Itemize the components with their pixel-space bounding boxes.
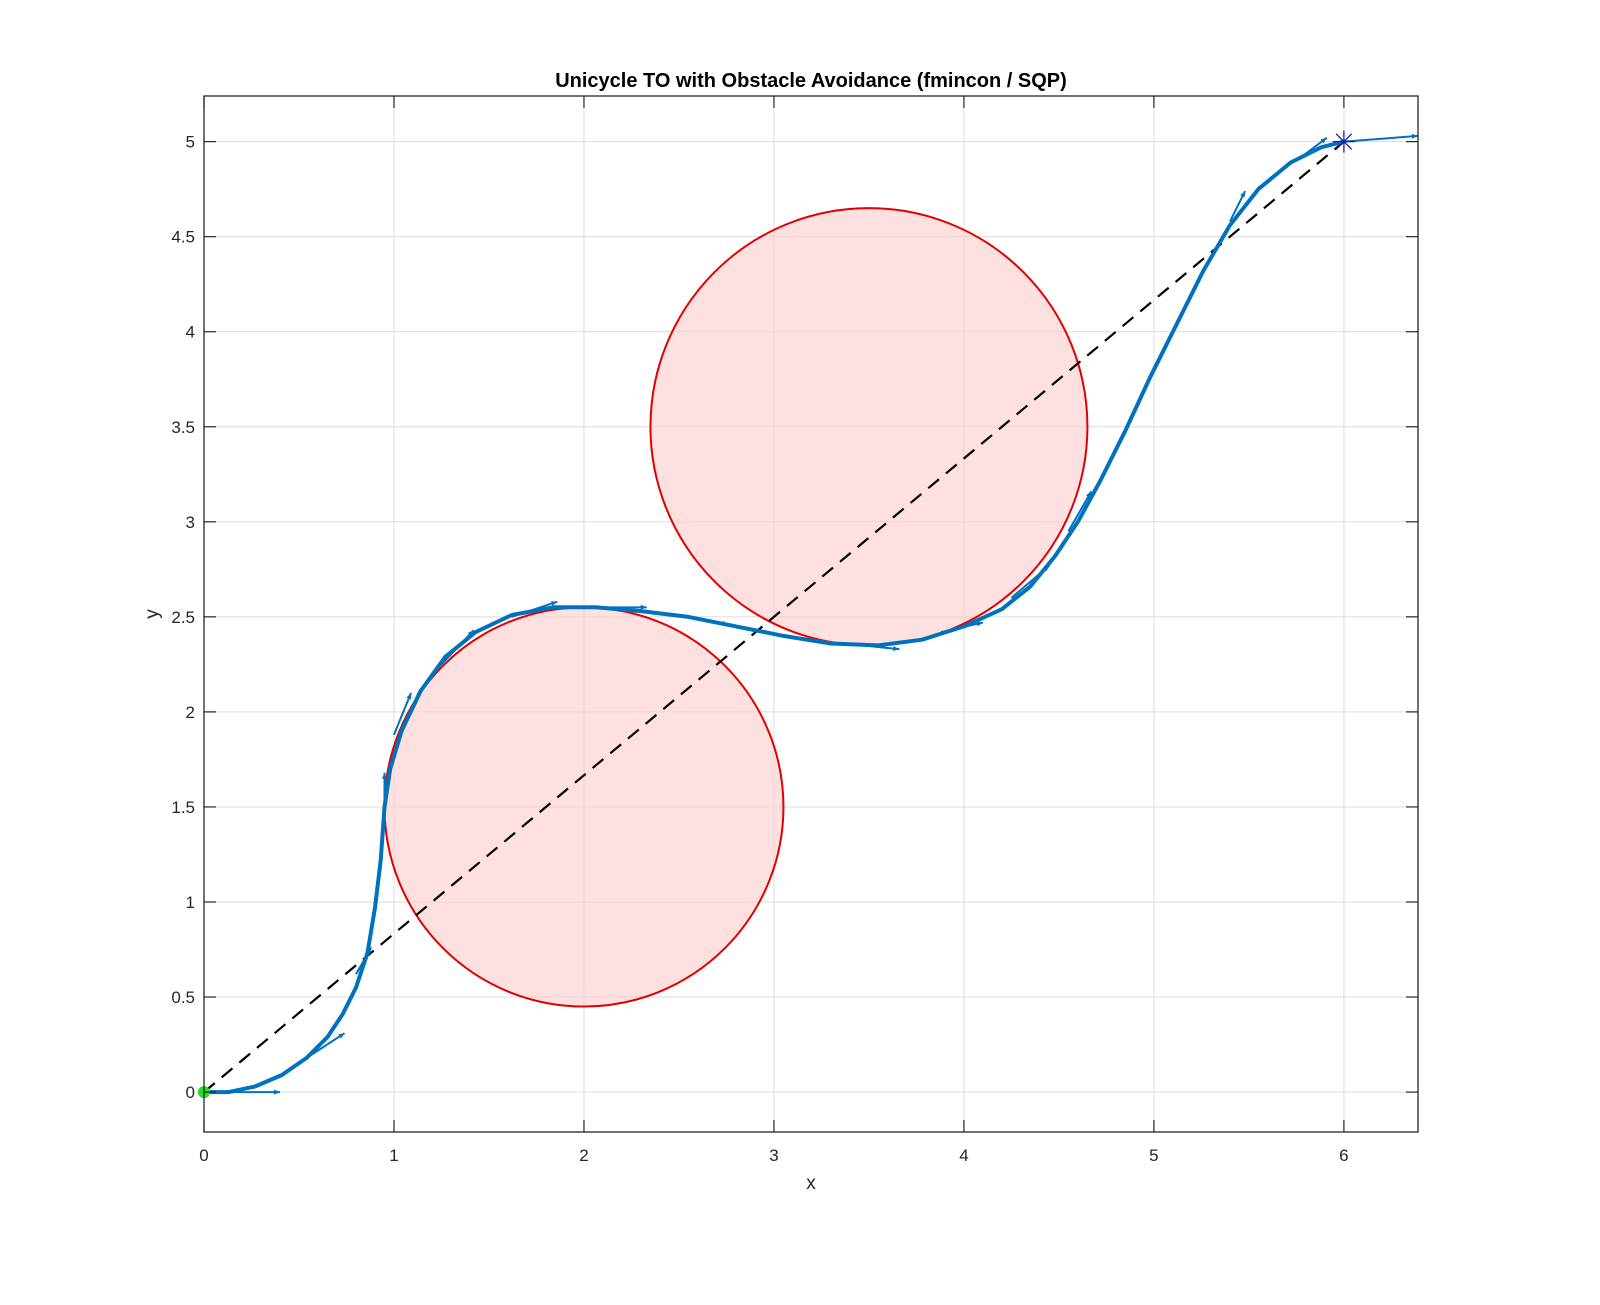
y-tick-label: 0 — [186, 1083, 195, 1102]
arrowhead-icon — [338, 1033, 345, 1039]
heading-arrow — [940, 621, 984, 634]
y-axis-label: y — [142, 609, 163, 619]
arrowhead-icon — [722, 620, 729, 626]
heading-arrow — [440, 629, 475, 666]
arrowhead-icon — [976, 621, 983, 627]
heading-arrow — [511, 600, 558, 618]
y-axis-ticks: 0 0.5 1 1.5 2 2.5 3 3.5 4 4.5 5 — [171, 133, 1418, 1102]
arrowhead-icon — [382, 772, 387, 779]
trajectory-path — [202, 139, 1346, 1095]
trajectory — [202, 139, 1346, 1095]
chart-title: Unicycle TO with Obstacle Avoidance (fmi… — [555, 70, 1067, 92]
heading-arrow — [1010, 564, 1051, 599]
y-tick-label: 3.5 — [171, 418, 195, 437]
heading-arrows — [204, 133, 1419, 1095]
heading-arrow — [1343, 134, 1419, 143]
arrowhead-icon — [893, 646, 900, 651]
arrowhead-icon — [1086, 491, 1092, 498]
y-tick-label: 2 — [186, 703, 195, 722]
arrowhead-icon — [274, 1089, 280, 1095]
x-tick-label: 2 — [579, 1146, 588, 1165]
arrowhead-icon — [1240, 191, 1246, 198]
heading-arrow — [844, 642, 900, 651]
y-tick-label: 0.5 — [171, 988, 195, 1007]
arrowhead-icon — [1411, 133, 1418, 139]
obstacle-1 — [383, 606, 785, 1008]
x-tick-label: 5 — [1149, 1146, 1158, 1165]
arrowhead-icon — [1320, 137, 1327, 144]
heading-arrow — [306, 1032, 346, 1059]
y-tick-label: 1 — [186, 893, 195, 912]
x-axis-label: x — [806, 1173, 816, 1194]
y-tick-label: 2.5 — [171, 608, 195, 627]
reference-line — [203, 140, 1345, 1093]
y-tick-label: 5 — [186, 133, 195, 152]
arrowhead-icon — [406, 692, 412, 700]
y-tick-label: 3 — [186, 513, 195, 532]
arrowhead-icon — [640, 604, 647, 610]
y-tick-label: 4.5 — [171, 228, 195, 247]
heading-arrow — [1067, 490, 1093, 532]
arrowhead-icon — [1043, 565, 1050, 572]
x-tick-label: 0 — [199, 1146, 208, 1165]
y-tick-label: 4 — [186, 323, 195, 342]
x-axis-ticks: 0 1 2 3 4 5 6 — [199, 96, 1349, 1165]
x-tick-label: 3 — [769, 1146, 778, 1165]
axes-box — [203, 95, 1419, 1133]
heading-arrow — [1295, 137, 1328, 162]
arrowhead-icon — [550, 601, 558, 606]
obstacle-2 — [649, 207, 1089, 647]
y-tick-label: 1.5 — [171, 798, 195, 817]
x-tick-label: 4 — [959, 1146, 968, 1165]
obstacles — [383, 207, 1089, 1008]
x-tick-label: 1 — [389, 1146, 398, 1165]
axes-frame — [203, 95, 1419, 1133]
heading-arrow — [393, 692, 413, 736]
reference-dashed-line — [203, 140, 1345, 1093]
arrowhead-icon — [366, 947, 372, 955]
arrowhead-icon — [467, 630, 474, 637]
goal-asterisk-icon — [1332, 130, 1355, 153]
x-tick-label: 6 — [1339, 1146, 1348, 1165]
